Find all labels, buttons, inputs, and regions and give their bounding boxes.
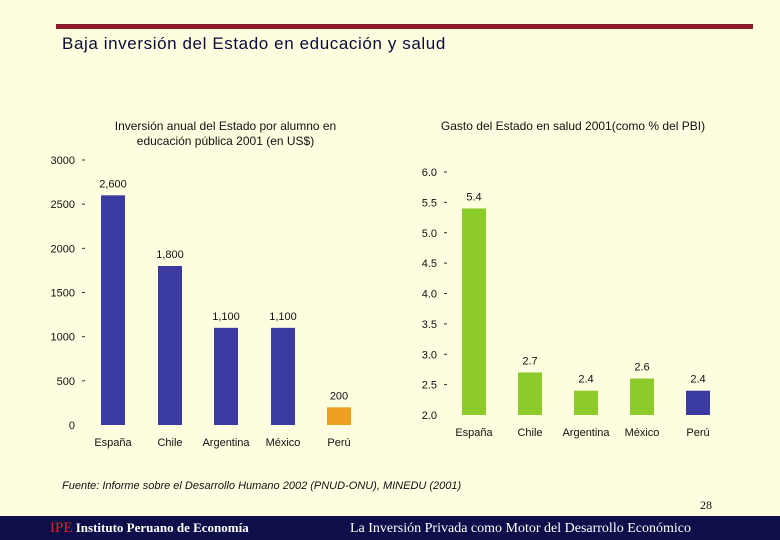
education-ytick-label: 1000	[51, 332, 75, 344]
education-category-label: Perú	[327, 437, 350, 449]
education-value-label: 1,100	[269, 311, 297, 323]
education-category-label: México	[266, 437, 301, 449]
footer-brand: IPE	[50, 520, 73, 536]
page-number: 28	[700, 498, 712, 512]
education-chart-title: Inversión anual del Estado por alumno en…	[114, 119, 337, 148]
health-category-label: Perú	[686, 427, 709, 439]
health-bar	[518, 372, 542, 415]
footer-org-name: Instituto Peruano de Economía	[75, 520, 249, 535]
education-ytick-label: 1500	[51, 288, 75, 300]
education-ytick-label: 3000	[51, 155, 75, 167]
health-ytick-label: 6.0	[422, 167, 437, 179]
education-category-label: España	[94, 437, 132, 449]
health-category-label: España	[455, 427, 493, 439]
health-ytick-label: 3.5	[422, 319, 437, 331]
education-category-label: Argentina	[202, 437, 250, 449]
health-ytick-label: 5.5	[422, 197, 437, 209]
health-category-label: México	[625, 427, 660, 439]
education-bar	[327, 407, 351, 425]
education-ytick-label: 500	[57, 376, 75, 388]
health-value-label: 2.6	[634, 362, 649, 374]
source-footnote: Fuente: Informe sobre el Desarrollo Huma…	[62, 480, 462, 492]
health-ytick-label: 2.0	[422, 410, 437, 422]
education-category-label: Chile	[157, 437, 182, 449]
education-bar	[158, 266, 182, 425]
footer-bar	[0, 516, 780, 540]
health-value-label: 5.4	[466, 191, 481, 203]
health-category-label: Argentina	[562, 427, 610, 439]
footer-tagline: La Inversión Privada como Motor del Desa…	[350, 521, 691, 536]
education-value-label: 200	[330, 390, 348, 402]
health-bar	[686, 390, 710, 415]
health-bar	[462, 208, 486, 415]
health-ytick-label: 2.5	[422, 380, 437, 392]
health-value-label: 2.4	[690, 374, 705, 386]
education-value-label: 1,800	[156, 249, 184, 261]
health-ytick-label: 4.0	[422, 289, 437, 301]
education-ytick-label: 2000	[51, 243, 75, 255]
health-ytick-label: 4.5	[422, 258, 437, 270]
education-value-label: 1,100	[212, 311, 240, 323]
footer-org: IPE Instituto Peruano de Economía	[50, 520, 249, 537]
health-value-label: 2.4	[578, 374, 593, 386]
health-category-label: Chile	[517, 427, 542, 439]
education-bar	[271, 327, 295, 425]
health-ytick-label: 5.0	[422, 228, 437, 240]
education-bar	[214, 327, 238, 425]
slide-title: Baja inversión del Estado en educación y…	[62, 34, 446, 53]
education-bar	[101, 195, 125, 425]
health-bar	[630, 378, 654, 415]
education-ytick-label: 0	[69, 420, 75, 432]
health-value-label: 2.7	[522, 355, 537, 367]
education-value-label: 2,600	[99, 178, 127, 190]
health-chart-title: Gasto del Estado en salud 2001(como % de…	[440, 119, 706, 133]
top-rule	[56, 24, 753, 29]
education-ytick-label: 2500	[51, 199, 75, 211]
health-bar	[574, 390, 598, 415]
health-ytick-label: 3.0	[422, 349, 437, 361]
